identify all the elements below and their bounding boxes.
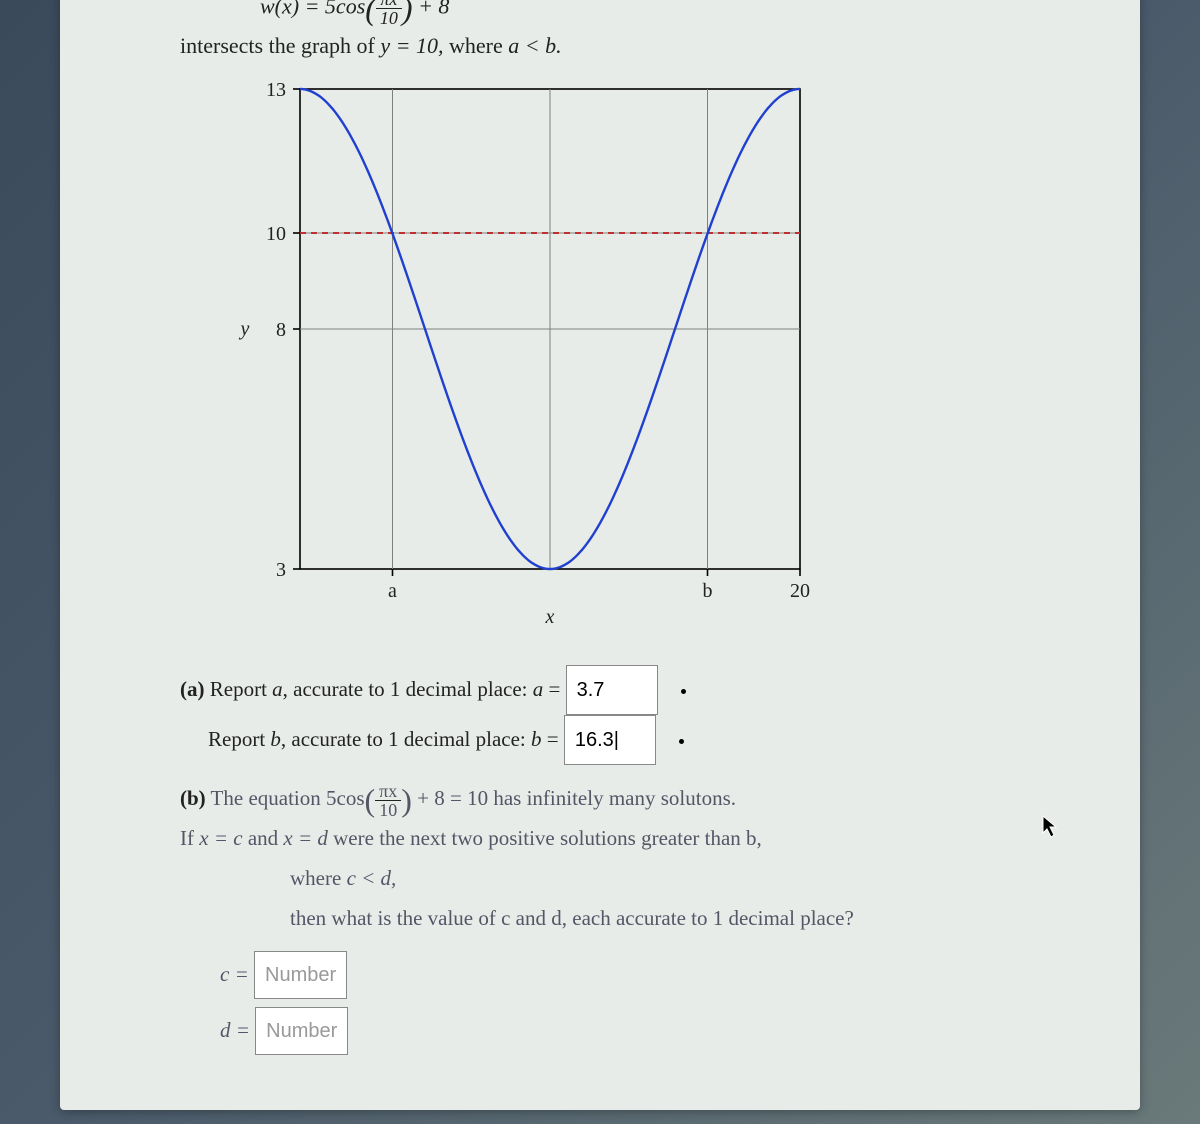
problem-page: w(x) = 5cos(πx10) + 8 intersects the gra… xyxy=(60,0,1140,1110)
part-a-line1: (a) Report a, accurate to 1 decimal plac… xyxy=(180,665,1100,715)
question-area: (a) Report a, accurate to 1 decimal plac… xyxy=(180,665,1100,1055)
c-input-row: c = Number xyxy=(180,951,1100,999)
svg-text:b: b xyxy=(703,580,713,602)
part-b-line2: If x = c and x = d were the next two pos… xyxy=(180,819,1100,859)
dot-icon xyxy=(681,689,686,694)
cursor-icon xyxy=(1042,815,1060,845)
equation-display: w(x) = 5cos(πx10) + 8 xyxy=(180,0,1100,27)
cosine-chart: 3 8 10 13 a b 20 y x xyxy=(220,69,820,629)
part-a-text2: Report b, accurate to 1 decimal place: b… xyxy=(208,727,564,751)
chart-container: 3 8 10 13 a b 20 y x xyxy=(220,69,1100,635)
d-input-row: d = Number xyxy=(180,1007,1100,1055)
dot-icon xyxy=(679,739,684,744)
input-c[interactable]: Number xyxy=(254,951,347,999)
svg-text:8: 8 xyxy=(276,319,286,341)
part-a-line2: Report b, accurate to 1 decimal place: b… xyxy=(180,715,1100,765)
svg-text:a: a xyxy=(388,580,397,602)
part-a-text1: Report a, accurate to 1 decimal place: a… xyxy=(210,677,566,701)
input-d[interactable]: Number xyxy=(255,1007,348,1055)
intersect-line: intersects the graph of y = 10, where a … xyxy=(180,33,1100,59)
part-b-line1: (b) The equation 5cos(πx10) + 8 = 10 has… xyxy=(180,779,1100,819)
svg-text:13: 13 xyxy=(266,79,286,101)
input-a[interactable]: 3.7 xyxy=(566,665,658,715)
svg-text:y: y xyxy=(239,318,250,340)
svg-text:3: 3 xyxy=(276,559,286,581)
svg-text:20: 20 xyxy=(790,580,810,602)
input-b[interactable]: 16.3| xyxy=(564,715,656,765)
part-b-line4: then what is the value of c and d, each … xyxy=(180,899,1100,939)
eq-prefix: w(x) = 5cos xyxy=(260,0,365,19)
svg-text:x: x xyxy=(545,606,555,628)
svg-text:10: 10 xyxy=(266,223,286,245)
part-b-line3: where c < d, xyxy=(180,859,1100,899)
